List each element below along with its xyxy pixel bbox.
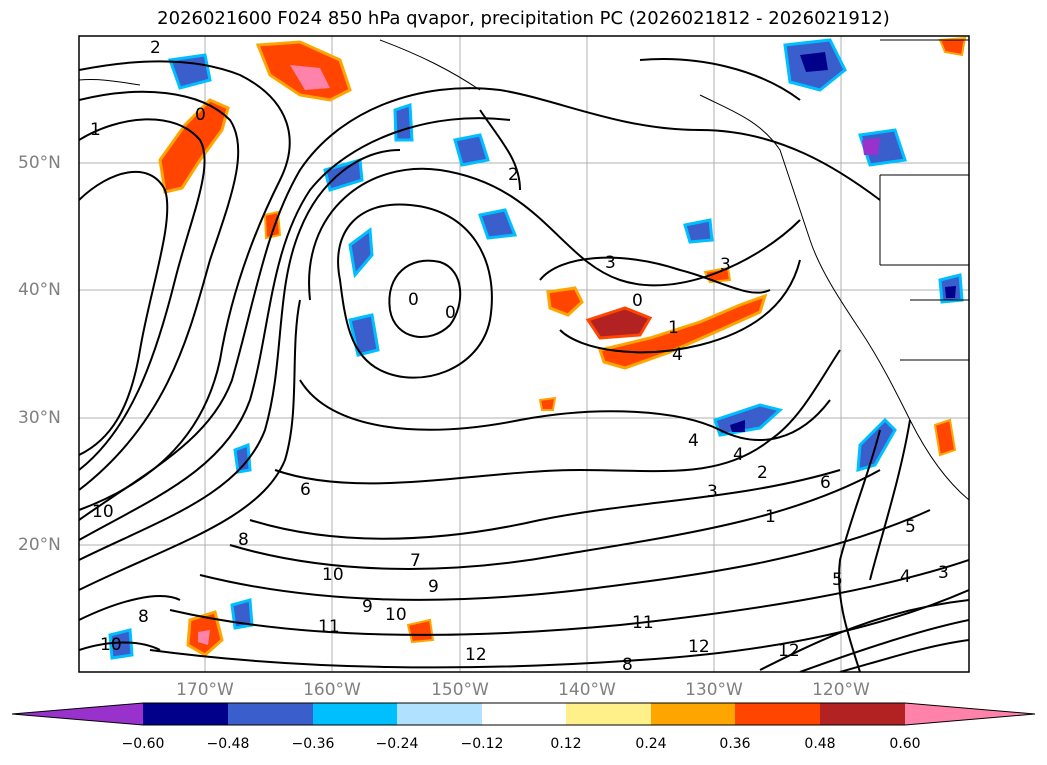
contour-label: 8: [238, 530, 249, 550]
contour-label: 4: [733, 445, 744, 465]
colorbar-extend-high: [905, 703, 1035, 725]
contour-label: 3: [707, 482, 718, 502]
colorbar-tick: 0.24: [635, 736, 667, 752]
colorbar-bin: [397, 703, 482, 725]
contour-label: 2: [150, 38, 161, 58]
lon-label: 130°W: [685, 680, 743, 700]
contour-label: 0: [408, 290, 419, 310]
contour-label: 9: [362, 597, 373, 617]
contour-label: 1: [765, 507, 776, 527]
contour-label: 10: [385, 605, 407, 625]
contour-label: 0: [195, 105, 206, 125]
map-frame: [78, 35, 970, 673]
colorbar-tick: −0.24: [375, 736, 419, 752]
colorbar-bin: [228, 703, 313, 725]
map-plot-area: 2 1 0 0 0 2 3 3 0 1 4 4 4 3 2 6 7 8 9 9 …: [79, 36, 969, 675]
contour-label: 6: [300, 480, 311, 500]
coastline: [79, 39, 969, 501]
contour-label: 10: [322, 565, 344, 585]
contour-label: 11: [318, 617, 340, 637]
colorbar-bin: [143, 703, 228, 725]
contour-label: 4: [672, 345, 683, 365]
lon-label: 170°W: [176, 680, 234, 700]
contour-label: 10: [100, 635, 122, 655]
contour-label: 11: [632, 613, 654, 633]
contour-label: 12: [688, 637, 710, 657]
contour-label: 12: [778, 641, 800, 661]
contour-label: 8: [138, 607, 149, 627]
colorbar: [11, 702, 1036, 726]
lon-label: 140°W: [558, 680, 616, 700]
colorbar-extend-low: [12, 703, 143, 725]
contour-label: 4: [688, 431, 699, 451]
contour-label: 0: [445, 303, 456, 323]
contour-label: 6: [820, 473, 831, 493]
contour-label: 2: [757, 463, 768, 483]
qvapor-contours: [79, 58, 969, 672]
colorbar-bin: [820, 703, 905, 725]
lon-label: 160°W: [303, 680, 361, 700]
contour-label: 10: [92, 502, 114, 522]
contour-label: 9: [428, 577, 439, 597]
colorbar-tick: 0.60: [889, 736, 921, 752]
contour-label: 4: [900, 567, 911, 587]
precip-negative-patches: [108, 38, 964, 660]
colorbar-tick: 0.36: [719, 736, 751, 752]
colorbar-bin: [651, 703, 735, 725]
contour-label: 1: [90, 120, 101, 140]
lon-label: 120°W: [812, 680, 870, 700]
contour-labels: 2 1 0 0 0 2 3 3 0 1 4 4 4 3 2 6 7 8 9 9 …: [90, 38, 949, 675]
colorbar-tick: 0.48: [804, 736, 836, 752]
colorbar-bin: [566, 703, 651, 725]
contour-label: 0: [632, 291, 643, 311]
colorbar-bin: [735, 703, 820, 725]
contour-label: 2: [508, 165, 519, 185]
lat-label: 50°N: [18, 153, 61, 173]
graticule: [79, 36, 969, 672]
contour-label: 8: [622, 655, 633, 675]
contour-label: 3: [605, 253, 616, 273]
colorbar-tick: −0.36: [291, 736, 335, 752]
colorbar-tick: −0.48: [206, 736, 250, 752]
colorbar-tick: 0.12: [550, 736, 582, 752]
lon-label: 150°W: [431, 680, 489, 700]
lat-label: 30°N: [18, 408, 61, 428]
colorbar-bin: [482, 703, 566, 725]
colorbar-bin: [313, 703, 397, 725]
lat-label: 20°N: [18, 535, 61, 555]
lat-label: 40°N: [18, 280, 61, 300]
contour-label: 12: [465, 645, 487, 665]
contour-label: 3: [720, 255, 731, 275]
colorbar-tick: −0.12: [460, 736, 504, 752]
contour-label: 7: [410, 551, 421, 571]
contour-label: 3: [938, 563, 949, 583]
figure-title: 2026021600 F024 850 hPa qvapor, precipit…: [157, 8, 890, 29]
contour-label: 5: [832, 570, 843, 590]
contour-label: 5: [905, 517, 916, 537]
precip-positive-patches: [158, 36, 967, 657]
contour-label: 1: [668, 318, 679, 338]
colorbar-tick: −0.60: [121, 736, 165, 752]
